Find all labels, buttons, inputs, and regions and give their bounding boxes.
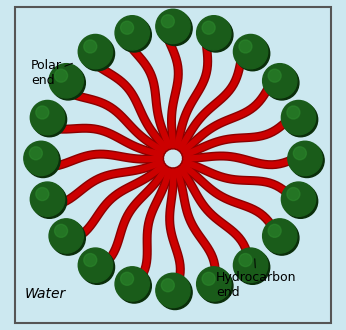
Circle shape [197, 267, 231, 301]
Circle shape [239, 40, 252, 53]
Circle shape [30, 100, 65, 135]
Circle shape [263, 64, 297, 98]
Text: Water: Water [25, 287, 66, 301]
Circle shape [36, 187, 49, 201]
Circle shape [158, 11, 192, 46]
Circle shape [158, 275, 192, 310]
Circle shape [287, 106, 300, 119]
Circle shape [115, 267, 149, 301]
Circle shape [268, 224, 281, 237]
Circle shape [234, 248, 268, 282]
Circle shape [115, 16, 149, 50]
Circle shape [55, 69, 67, 82]
Circle shape [283, 184, 318, 218]
Circle shape [156, 9, 190, 44]
Circle shape [199, 269, 233, 303]
Circle shape [199, 18, 233, 52]
Circle shape [30, 182, 65, 216]
Circle shape [49, 64, 83, 98]
Circle shape [78, 34, 112, 69]
Circle shape [234, 34, 268, 69]
Circle shape [32, 184, 66, 218]
Circle shape [84, 253, 97, 267]
Circle shape [120, 272, 134, 285]
Circle shape [265, 66, 299, 100]
Circle shape [288, 141, 322, 176]
Circle shape [51, 221, 85, 255]
Circle shape [36, 106, 49, 119]
Circle shape [268, 69, 281, 82]
Circle shape [120, 21, 134, 34]
Circle shape [156, 273, 190, 308]
Circle shape [202, 21, 215, 34]
Text: Hydrocarbon
end: Hydrocarbon end [216, 259, 297, 299]
Circle shape [239, 253, 252, 267]
Circle shape [32, 102, 66, 137]
Circle shape [29, 147, 42, 160]
Circle shape [117, 269, 151, 303]
Circle shape [51, 66, 85, 100]
Circle shape [265, 221, 299, 255]
Circle shape [202, 272, 215, 285]
Circle shape [80, 250, 115, 284]
Text: Polar
end: Polar end [31, 59, 72, 87]
Circle shape [161, 279, 174, 292]
Circle shape [78, 248, 112, 282]
Circle shape [161, 15, 174, 28]
Circle shape [293, 147, 306, 160]
Circle shape [287, 187, 300, 201]
Circle shape [235, 36, 270, 71]
Circle shape [117, 18, 151, 52]
Circle shape [24, 141, 58, 176]
Circle shape [55, 224, 67, 237]
Circle shape [290, 143, 324, 178]
Circle shape [84, 40, 97, 53]
Circle shape [281, 182, 316, 216]
Circle shape [49, 219, 83, 253]
Circle shape [283, 102, 318, 137]
Circle shape [26, 143, 60, 178]
Circle shape [80, 36, 115, 71]
Circle shape [235, 250, 270, 284]
Circle shape [281, 100, 316, 135]
Circle shape [263, 219, 297, 253]
Circle shape [197, 16, 231, 50]
